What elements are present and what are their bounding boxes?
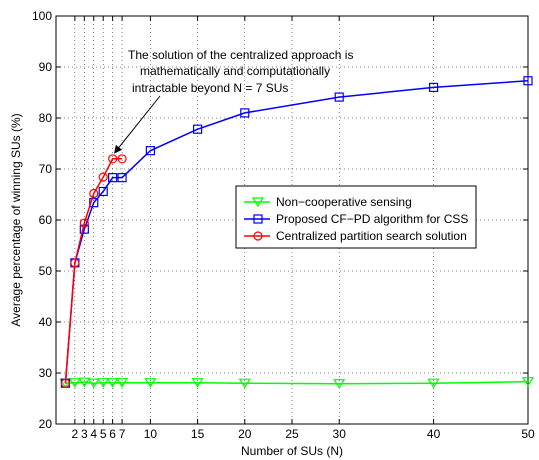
series-group: [59, 76, 535, 389]
data-point: [333, 379, 346, 389]
data-point: [238, 378, 251, 389]
y-tick-label: 40: [39, 315, 53, 329]
y-tick-label: 60: [39, 213, 53, 227]
data-point: [60, 378, 71, 388]
x-tick-label: 20: [238, 427, 252, 441]
data-point: [117, 173, 127, 183]
y-tick-label: 70: [39, 162, 53, 176]
data-point: [145, 146, 155, 156]
y-tick-label: 100: [32, 9, 52, 23]
series-line: [65, 380, 529, 385]
data-point: [68, 378, 81, 388]
data-point: [523, 76, 533, 86]
series-2: [60, 154, 127, 388]
series-line: [64, 80, 529, 384]
annotation-line-3: intractable beyond N = 7 SUs: [132, 81, 288, 95]
data-point: [193, 124, 203, 134]
data-point: [97, 378, 110, 388]
data-point: [334, 92, 344, 102]
legend: Non−cooperative sensing Proposed CF−PD a…: [235, 185, 477, 249]
data-point: [191, 378, 204, 388]
y-axis-label: Average percentage of winning SUs (%): [9, 113, 23, 326]
annotation-line-1: The solution of the centralized approach…: [128, 48, 353, 62]
legend-label-centralized: Centralized partition search solution: [276, 229, 467, 243]
y-tick-label: 90: [39, 60, 53, 74]
data-point: [89, 198, 99, 208]
y-tick-label: 50: [39, 264, 53, 278]
data-point: [98, 186, 108, 197]
data-point: [429, 82, 439, 93]
annotation-arrow: [114, 95, 161, 154]
x-tick-label: 6: [109, 427, 116, 441]
x-tick-label: 10: [144, 427, 158, 441]
data-point: [87, 378, 100, 389]
x-tick-label: 2: [72, 427, 79, 441]
annotation-line-2: mathematically and computationally: [140, 64, 330, 78]
data-point: [115, 378, 129, 388]
legend-label-proposed: Proposed CF−PD algorithm for CSS: [276, 212, 468, 226]
series-0: [59, 377, 535, 389]
x-axis-label: Number of SUs (N): [241, 444, 343, 458]
legend-label-non-cooperative: Non−cooperative sensing: [276, 195, 412, 209]
y-tick-label: 20: [39, 417, 53, 431]
data-point: [521, 377, 535, 387]
data-point: [117, 154, 127, 164]
data-point: [70, 258, 80, 268]
data-point: [78, 377, 91, 388]
data-point: [144, 378, 157, 388]
annotation: The solution of the centralized approach…: [114, 48, 353, 154]
data-point: [98, 172, 108, 182]
x-tick-label: 7: [119, 427, 126, 441]
legend-marker-non-cooperative: [251, 197, 265, 208]
legend-marker-centralized: [253, 231, 263, 241]
x-tick-label: 3: [81, 427, 88, 441]
x-tick-label: 40: [427, 427, 441, 441]
data-point: [108, 154, 118, 164]
data-point: [240, 108, 250, 118]
data-point: [427, 378, 440, 389]
axis-ticks: 20 30 40 50 60 70 80 90 100 2 3 4 5 6 7 10 15 20 25 30 40 50: [32, 9, 535, 441]
legend-box: [235, 185, 477, 249]
series-line: [64, 158, 123, 384]
y-tick-label: 30: [39, 366, 53, 380]
x-tick-label: 30: [333, 427, 347, 441]
x-tick-label: 5: [100, 427, 107, 441]
legend-marker-proposed: [253, 214, 263, 224]
x-tick-label: 15: [191, 427, 205, 441]
y-tick-label: 80: [39, 111, 53, 125]
data-point: [89, 188, 99, 199]
x-tick-label: 4: [90, 427, 97, 441]
data-point: [108, 173, 118, 183]
x-tick-label: 25: [285, 427, 299, 441]
data-point: [106, 378, 119, 388]
x-tick-label: 50: [521, 427, 535, 441]
data-point: [79, 218, 89, 228]
